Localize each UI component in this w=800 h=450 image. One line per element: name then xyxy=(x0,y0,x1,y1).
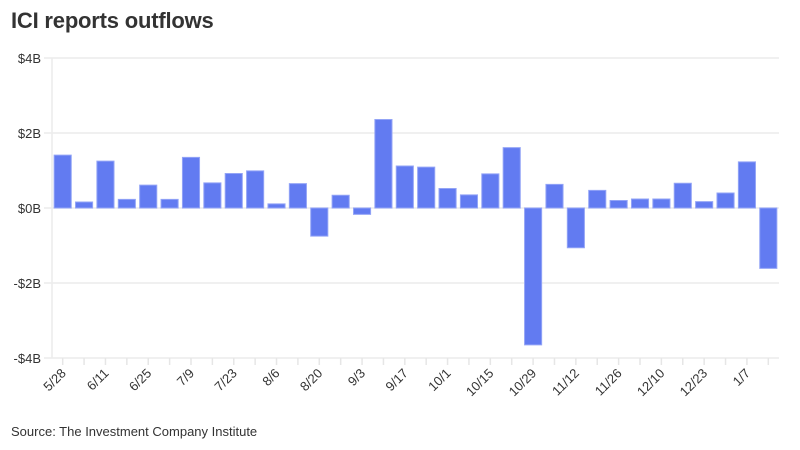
source-note: Source: The Investment Company Institute xyxy=(11,424,258,439)
bar xyxy=(459,194,479,209)
bar xyxy=(524,207,543,346)
x-tick-label: 9/17 xyxy=(382,366,411,395)
bar xyxy=(352,207,372,215)
bar xyxy=(160,198,179,209)
bar xyxy=(737,161,756,209)
y-axis: $4B $2B $0B -$2B -$4B xyxy=(14,51,41,366)
bar xyxy=(673,182,692,209)
bar xyxy=(630,198,650,209)
x-tick-label: 12/23 xyxy=(677,366,711,400)
x-tick-label: 5/28 xyxy=(40,366,69,395)
bar xyxy=(224,173,243,209)
bar xyxy=(502,147,521,209)
y-tick-label: -$2B xyxy=(14,276,41,291)
bar xyxy=(117,198,136,209)
bar xyxy=(438,188,457,209)
x-tick-label: 8/6 xyxy=(259,366,282,389)
bar xyxy=(310,207,329,237)
bar xyxy=(481,173,500,209)
y-tick-label: $0B xyxy=(18,201,41,216)
bar xyxy=(288,183,307,209)
x-tick-label: 6/11 xyxy=(84,366,112,394)
y-tick-label: $2B xyxy=(18,126,41,141)
bar xyxy=(246,170,265,209)
x-tick-label: 12/10 xyxy=(634,366,668,400)
x-tick-label: 10/15 xyxy=(463,366,497,400)
y-tick-label: -$4B xyxy=(14,351,41,366)
bar xyxy=(331,194,350,209)
y-tick-label: $4B xyxy=(18,51,41,66)
bar xyxy=(75,201,94,209)
chart-title: ICI reports outflows xyxy=(11,8,214,33)
bar xyxy=(96,160,115,209)
bar xyxy=(716,192,735,209)
x-tick-label: 10/29 xyxy=(506,366,540,400)
bar xyxy=(545,183,564,209)
bar xyxy=(53,154,72,209)
x-tick-label: 11/12 xyxy=(549,366,582,399)
x-tick-label: 1/7 xyxy=(730,366,753,389)
bar xyxy=(695,201,714,209)
x-tick-label: 7/9 xyxy=(174,366,197,389)
x-tick-label: 9/3 xyxy=(345,366,368,389)
x-tick-label: 10/1 xyxy=(425,366,454,395)
bar xyxy=(566,207,585,249)
bar xyxy=(395,165,414,209)
bar xyxy=(181,156,201,209)
x-tick-label: 6/25 xyxy=(126,366,155,395)
bar xyxy=(417,166,436,209)
x-tick-label: 7/23 xyxy=(211,366,240,395)
bars xyxy=(53,119,778,346)
bar xyxy=(759,207,778,269)
bar xyxy=(203,182,222,209)
x-axis: 5/28 6/11 6/25 7/9 7/23 8/6 8/20 9/3 9/17 10/1 10/… xyxy=(40,358,770,400)
bar xyxy=(652,198,671,209)
x-tick-label: 11/26 xyxy=(592,366,625,399)
bar xyxy=(588,189,607,209)
x-tick-label: 8/20 xyxy=(297,366,326,395)
bar xyxy=(139,184,158,209)
bar xyxy=(374,119,393,209)
bar xyxy=(609,200,628,209)
bar xyxy=(267,203,286,209)
